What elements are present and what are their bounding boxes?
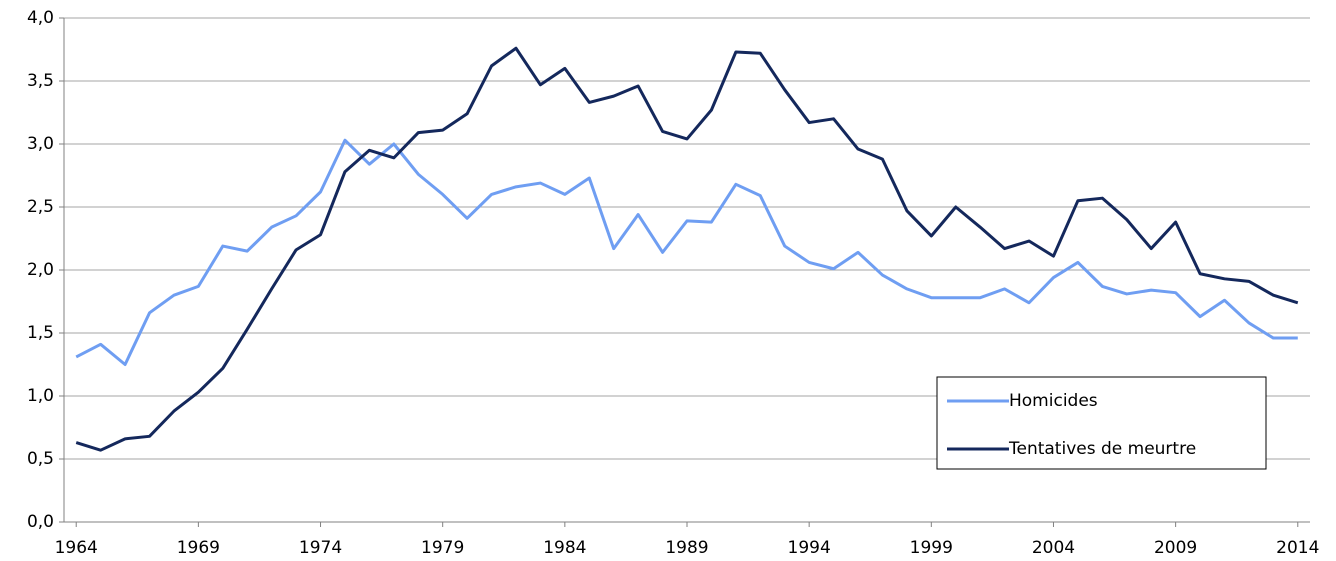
x-tick-label: 2004: [1032, 538, 1075, 558]
y-tick-label: 4,0: [27, 8, 54, 28]
y-tick-label: 1,0: [27, 386, 54, 406]
y-tick-label: 2,0: [27, 260, 54, 280]
x-tick-label: 1974: [299, 538, 342, 558]
legend-label: Tentatives de meurtre: [1008, 439, 1196, 459]
x-tick-label: 1979: [421, 538, 464, 558]
legend-label: Homicides: [1009, 391, 1098, 411]
series-line: [75, 46, 1299, 452]
x-tick-label: 1984: [543, 538, 586, 558]
y-tick-label: 0,0: [27, 512, 54, 532]
x-tick-label: 1964: [55, 538, 98, 558]
legend-box: [936, 376, 1267, 470]
x-tick-label: 1999: [910, 538, 953, 558]
series-line: [75, 138, 1298, 366]
y-tick-label: 3,0: [27, 134, 54, 154]
y-tick-label: 3,5: [27, 71, 54, 91]
x-tick-label: 2009: [1154, 538, 1197, 558]
x-tick-label: 1994: [788, 538, 831, 558]
y-tick-label: 0,5: [27, 449, 54, 469]
x-tick-label: 1989: [665, 538, 708, 558]
x-tick-label: 2014: [1276, 538, 1319, 558]
x-tick-label: 1969: [177, 538, 220, 558]
y-tick-label: 1,5: [27, 323, 54, 343]
y-tick-label: 2,5: [27, 197, 54, 217]
